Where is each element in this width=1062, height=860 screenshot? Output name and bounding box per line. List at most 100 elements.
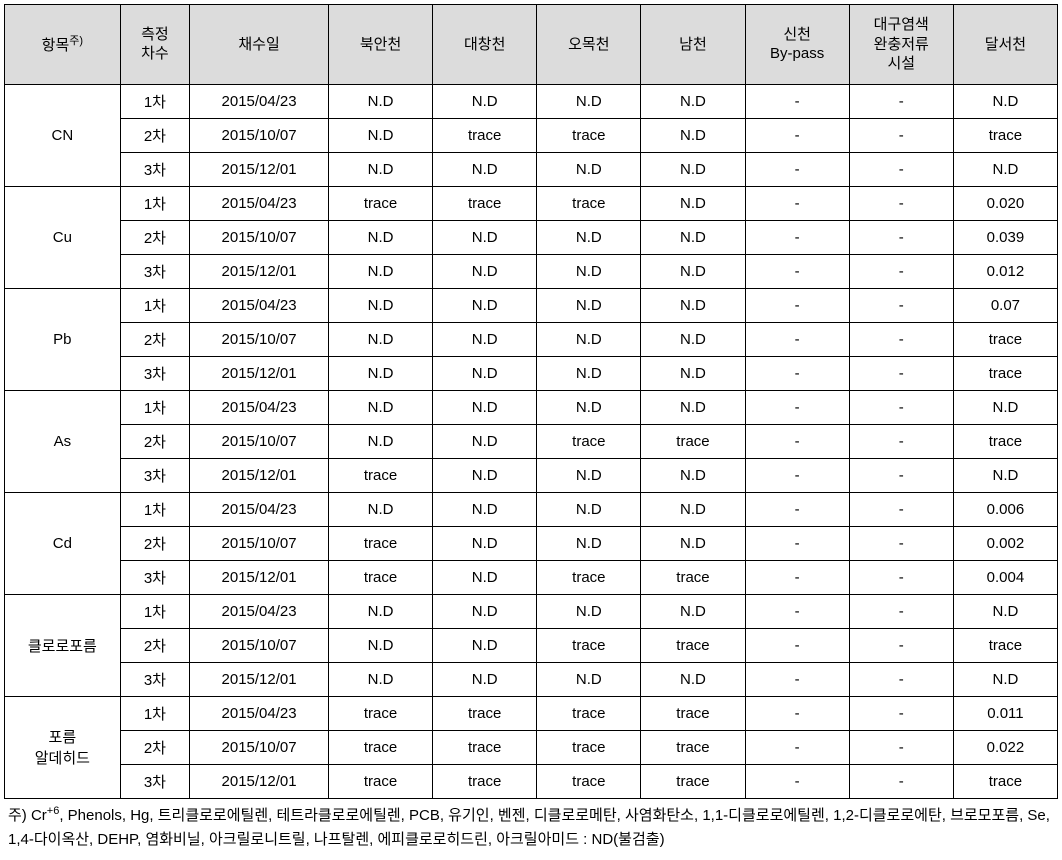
cell-round: 2차 <box>120 322 189 356</box>
cell-value: N.D <box>537 220 641 254</box>
cell-value: N.D <box>433 84 537 118</box>
table-row: CN1차2015/04/23N.DN.DN.DN.D--N.D <box>5 84 1058 118</box>
cell-value: trace <box>641 424 745 458</box>
cell-item: 포름 알데히드 <box>5 696 121 798</box>
cell-value: N.D <box>537 152 641 186</box>
header-site2: 대창천 <box>433 5 537 85</box>
cell-value: N.D <box>641 662 745 696</box>
cell-value: N.D <box>641 152 745 186</box>
cell-value: - <box>849 220 953 254</box>
cell-round: 2차 <box>120 118 189 152</box>
cell-value: trace <box>433 730 537 764</box>
cell-date: 2015/10/07 <box>190 118 329 152</box>
table-row: 3차2015/12/01N.DN.DN.DN.D--trace <box>5 356 1058 390</box>
cell-value: - <box>745 696 849 730</box>
cell-value: trace <box>953 356 1057 390</box>
cell-value: 0.020 <box>953 186 1057 220</box>
cell-value: trace <box>537 186 641 220</box>
cell-value: trace <box>328 186 432 220</box>
cell-value: - <box>849 322 953 356</box>
table-row: Pb1차2015/04/23N.DN.DN.DN.D--0.07 <box>5 288 1058 322</box>
cell-value: - <box>745 356 849 390</box>
cell-date: 2015/04/23 <box>190 186 329 220</box>
cell-value: N.D <box>433 662 537 696</box>
cell-value: N.D <box>433 152 537 186</box>
cell-value: 0.022 <box>953 730 1057 764</box>
cell-value: - <box>745 424 849 458</box>
cell-value: - <box>849 356 953 390</box>
cell-value: N.D <box>537 356 641 390</box>
footnote-prefix: 주) Cr <box>8 807 47 824</box>
cell-date: 2015/04/23 <box>190 84 329 118</box>
cell-value: N.D <box>537 662 641 696</box>
cell-value: - <box>849 152 953 186</box>
cell-value: - <box>745 764 849 798</box>
cell-value: N.D <box>433 594 537 628</box>
cell-value: N.D <box>641 526 745 560</box>
cell-value: trace <box>641 730 745 764</box>
cell-value: - <box>849 424 953 458</box>
cell-value: N.D <box>433 424 537 458</box>
table-body: CN1차2015/04/23N.DN.DN.DN.D--N.D2차2015/10… <box>5 84 1058 798</box>
cell-round: 3차 <box>120 458 189 492</box>
cell-date: 2015/12/01 <box>190 458 329 492</box>
cell-value: N.D <box>641 254 745 288</box>
cell-value: - <box>745 458 849 492</box>
cell-value: N.D <box>328 492 432 526</box>
cell-value: N.D <box>953 152 1057 186</box>
table-row: 포름 알데히드1차2015/04/23tracetracetracetrace-… <box>5 696 1058 730</box>
cell-value: trace <box>537 560 641 594</box>
cell-round: 1차 <box>120 390 189 424</box>
cell-value: N.D <box>537 526 641 560</box>
cell-value: - <box>745 288 849 322</box>
cell-value: - <box>849 628 953 662</box>
cell-round: 2차 <box>120 730 189 764</box>
table-row: 클로로포름1차2015/04/23N.DN.DN.DN.D--N.D <box>5 594 1058 628</box>
cell-value: N.D <box>328 84 432 118</box>
cell-value: trace <box>328 526 432 560</box>
cell-value: - <box>849 254 953 288</box>
cell-value: - <box>745 594 849 628</box>
cell-value: N.D <box>953 390 1057 424</box>
cell-round: 3차 <box>120 254 189 288</box>
cell-value: - <box>745 662 849 696</box>
cell-value: N.D <box>641 356 745 390</box>
cell-value: N.D <box>641 492 745 526</box>
cell-value: trace <box>433 118 537 152</box>
cell-value: - <box>745 152 849 186</box>
cell-value: - <box>745 628 849 662</box>
cell-value: N.D <box>537 390 641 424</box>
cell-value: - <box>849 186 953 220</box>
table-row: 3차2015/12/01N.DN.DN.DN.D--0.012 <box>5 254 1058 288</box>
cell-value: - <box>849 594 953 628</box>
cell-value: trace <box>641 764 745 798</box>
footnote-rest: , Phenols, Hg, 트리클로로에틸렌, 테트라클로로에틸렌, PCB,… <box>8 807 1050 848</box>
cell-value: trace <box>537 628 641 662</box>
cell-value: N.D <box>328 152 432 186</box>
cell-value: N.D <box>433 458 537 492</box>
cell-value: trace <box>433 186 537 220</box>
cell-value: N.D <box>537 254 641 288</box>
cell-item: As <box>5 390 121 492</box>
cell-value: - <box>849 662 953 696</box>
cell-value: 0.039 <box>953 220 1057 254</box>
cell-value: N.D <box>328 254 432 288</box>
cell-round: 2차 <box>120 424 189 458</box>
cell-value: N.D <box>328 220 432 254</box>
header-site7: 달서천 <box>953 5 1057 85</box>
cell-value: N.D <box>953 84 1057 118</box>
cell-value: trace <box>328 458 432 492</box>
cell-value: - <box>745 84 849 118</box>
cell-value: N.D <box>433 288 537 322</box>
cell-value: N.D <box>433 628 537 662</box>
footnote-sup: +6 <box>47 805 60 817</box>
cell-date: 2015/04/23 <box>190 696 329 730</box>
cell-date: 2015/12/01 <box>190 764 329 798</box>
cell-round: 3차 <box>120 764 189 798</box>
cell-date: 2015/10/07 <box>190 220 329 254</box>
cell-value: trace <box>641 560 745 594</box>
cell-value: N.D <box>537 594 641 628</box>
cell-value: - <box>849 390 953 424</box>
cell-value: N.D <box>641 84 745 118</box>
table-row: 3차2015/12/01N.DN.DN.DN.D--N.D <box>5 152 1058 186</box>
